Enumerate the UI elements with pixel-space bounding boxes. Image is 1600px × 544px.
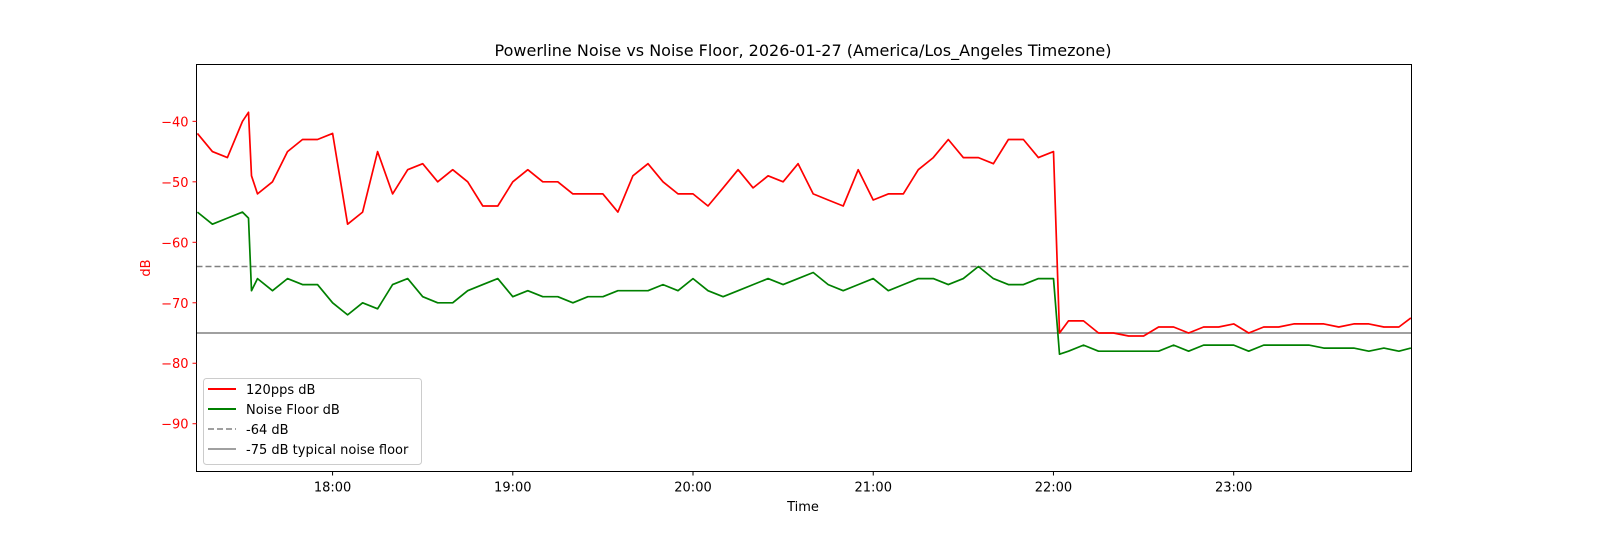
y-tick-label: −50 bbox=[161, 176, 188, 191]
legend-label: -64 dB bbox=[246, 423, 289, 438]
x-axis-label: Time bbox=[786, 500, 819, 515]
x-tick-label: 21:00 bbox=[855, 481, 892, 496]
y-tick-label: −60 bbox=[161, 236, 188, 251]
x-tick-label: 22:00 bbox=[1035, 481, 1072, 496]
x-tick-label: 19:00 bbox=[494, 481, 531, 496]
y-tick-label: −90 bbox=[161, 418, 188, 433]
legend-label: Noise Floor dB bbox=[246, 403, 340, 418]
x-tick-label: 20:00 bbox=[674, 481, 711, 496]
series-line-120pps bbox=[196, 111, 1412, 337]
legend: 120pps dB Noise Floor dB -64 dB -75 dB t… bbox=[203, 378, 422, 465]
y-axis: −40 −50 −60 −70 −80 −90 bbox=[161, 115, 197, 433]
plot-area bbox=[196, 111, 1412, 356]
legend-label: -75 dB typical noise floor bbox=[246, 443, 409, 458]
legend-label: 120pps dB bbox=[246, 383, 315, 398]
series-line-noise-floor bbox=[196, 211, 1412, 356]
y-tick-label: −70 bbox=[161, 297, 188, 312]
chart-title: Powerline Noise vs Noise Floor, 2026-01-… bbox=[495, 41, 1112, 61]
x-tick-label: 18:00 bbox=[314, 481, 351, 496]
legend-box bbox=[203, 378, 422, 465]
x-tick-label: 23:00 bbox=[1215, 481, 1252, 496]
y-tick-label: −40 bbox=[161, 115, 188, 130]
y-tick-label: −80 bbox=[161, 357, 188, 372]
axes-frame bbox=[196, 64, 1412, 472]
x-axis: 18:00 19:00 20:00 21:00 22:00 23:00 bbox=[314, 471, 1252, 496]
y-axis-label: dB bbox=[139, 259, 154, 276]
